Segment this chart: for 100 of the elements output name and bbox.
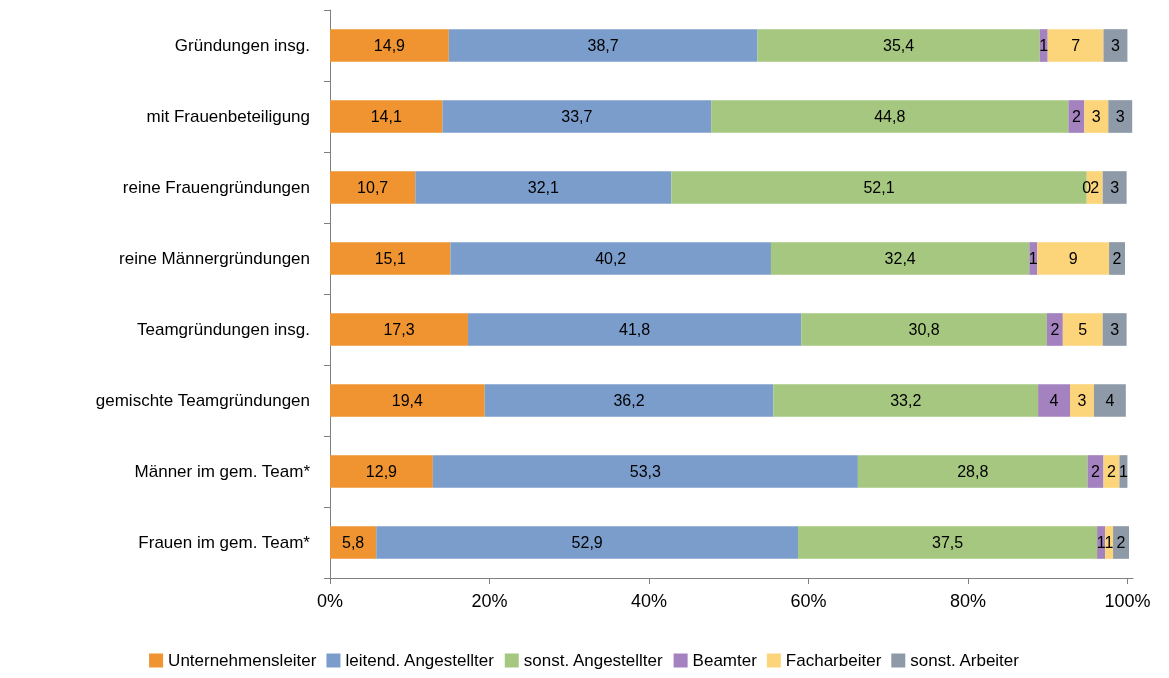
x-tick-label: 0% (316, 591, 344, 611)
bar (857, 455, 1088, 488)
data-label: 2 (1090, 179, 1100, 196)
bar (330, 384, 485, 417)
data-label: 9 (1068, 250, 1078, 267)
bar (1047, 29, 1104, 62)
bar (415, 171, 672, 204)
legend-label: Unternehmensleiter (168, 651, 317, 670)
y-tick-label: reine Frauengründungen (122, 178, 310, 197)
data-label: 1 (1039, 37, 1049, 54)
data-label: 5,8 (342, 534, 365, 551)
bar (330, 526, 377, 559)
bar (773, 384, 1039, 417)
legend-label: leitend. Angestellter (345, 651, 495, 670)
data-label: 3 (1110, 179, 1120, 196)
bar (1109, 242, 1126, 275)
data-label: 3 (1111, 37, 1120, 54)
bar (484, 384, 774, 417)
data-label: 1 (1118, 463, 1128, 480)
legend-label: Facharbeiter (785, 651, 882, 670)
data-label: 17,3 (383, 321, 415, 338)
bar (1103, 29, 1128, 62)
data-label: 14,9 (373, 37, 406, 54)
data-label: 2 (1116, 534, 1126, 551)
data-label: 2 (1071, 108, 1081, 125)
bar (1070, 384, 1094, 417)
bar (330, 100, 443, 133)
data-label: 0 (1082, 179, 1092, 196)
x-tick-label: 100% (1104, 591, 1151, 611)
x-tick-label: 60% (790, 591, 827, 611)
data-label: 40,2 (595, 250, 627, 267)
bar (442, 100, 712, 133)
data-label: 1 (1028, 250, 1038, 267)
bar (432, 455, 858, 488)
x-tick-label: 80% (949, 591, 986, 611)
legend-label: Beamter (692, 651, 758, 670)
y-tick-label: Frauen im gem. Team* (138, 533, 311, 552)
data-label: 1 (1096, 534, 1106, 551)
bar (1038, 384, 1070, 417)
bar (467, 313, 802, 346)
y-tick-label: reine Männergründungen (119, 249, 310, 268)
data-label: 12,9 (365, 463, 398, 480)
data-label: 37,5 (932, 534, 964, 551)
data-label: 2 (1112, 250, 1122, 267)
data-label: 3 (1091, 108, 1101, 125)
data-label: 19,4 (391, 392, 424, 409)
data-label: 30,8 (908, 321, 940, 338)
legend-label: sonst. Angestellter (523, 651, 664, 670)
bar (330, 455, 433, 488)
bar (330, 242, 451, 275)
bar (757, 29, 1040, 62)
bar (448, 29, 758, 62)
x-tick-label: 40% (630, 591, 667, 611)
bar (1108, 100, 1133, 133)
data-label: 33,7 (561, 108, 593, 125)
bar (330, 29, 449, 62)
bar (711, 100, 1069, 133)
bar (450, 242, 771, 275)
data-label: 32,4 (884, 250, 916, 267)
data-label: 3 (1110, 321, 1120, 338)
data-label: 10,7 (357, 179, 389, 196)
data-label: 38,7 (587, 37, 619, 54)
data-label: 3 (1077, 392, 1087, 409)
bar (376, 526, 799, 559)
bar (1046, 313, 1063, 346)
y-tick-label: Gründungen insg. (174, 36, 310, 55)
data-label: 52,1 (863, 179, 895, 196)
data-label: 41,8 (619, 321, 651, 338)
y-tick-label: mit Frauenbeteiligung (146, 107, 310, 126)
data-label: 33,2 (890, 392, 922, 409)
bar (801, 313, 1047, 346)
bar (798, 526, 1098, 559)
data-label: 4 (1049, 392, 1059, 409)
data-label: 32,1 (527, 179, 559, 196)
x-tick-label: 20% (471, 591, 508, 611)
bar (1102, 313, 1127, 346)
bar (1102, 171, 1127, 204)
data-label: 52,9 (571, 534, 603, 551)
data-label: 4 (1105, 392, 1115, 409)
y-tick-label: Teamgründungen insg. (137, 320, 310, 339)
data-label: 3 (1115, 108, 1125, 125)
data-label: 5 (1078, 321, 1088, 338)
bar (1103, 455, 1120, 488)
data-label: 28,8 (957, 463, 989, 480)
data-label: 7 (1071, 37, 1081, 54)
bar (330, 171, 416, 204)
legend-label: sonst. Arbeiter (910, 651, 1020, 670)
data-label: 14,1 (370, 108, 402, 125)
y-tick-label: Männer im gem. Team* (134, 462, 311, 481)
data-label: 44,8 (874, 108, 906, 125)
bar (1093, 384, 1126, 417)
bar (1084, 100, 1109, 133)
data-label: 36,2 (613, 392, 645, 409)
data-label: 15,1 (374, 250, 406, 267)
bar (1068, 100, 1085, 133)
data-label: 2 (1050, 321, 1060, 338)
bar (1037, 242, 1110, 275)
bar (770, 242, 1030, 275)
data-label: 2 (1091, 463, 1101, 480)
data-label: 1 (1104, 534, 1114, 551)
